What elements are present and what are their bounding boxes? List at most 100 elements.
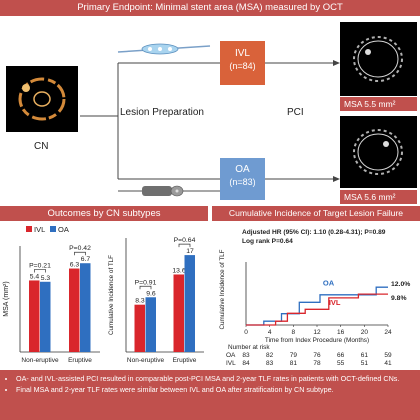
bar-value-label: 6.7 (81, 256, 91, 263)
pci-label: PCI (287, 107, 304, 118)
oa-box-name: OA (235, 164, 250, 175)
oa-box-n: (n=83) (229, 177, 256, 187)
risk-cell: 78 (313, 360, 321, 367)
oa-msa-label: MSA 5.6 mm² (340, 190, 417, 204)
oa-group-box: OA (n=83) (220, 158, 265, 200)
risk-table-title: Number at risk (228, 344, 270, 351)
ivl-box-n: (n=84) (229, 61, 256, 71)
legend-swatch-oa (50, 226, 56, 232)
risk-cell: 82 (266, 352, 274, 359)
bar-value-label: 6.3 (70, 262, 80, 269)
x-axis-label: Time from Index Procedure (Months) (265, 337, 369, 344)
cn-label: CN (34, 141, 49, 152)
ivl-group-box: IVL (n=84) (220, 41, 265, 85)
category-label: Non-eruptive (21, 357, 59, 364)
ivl-oct-image (340, 22, 417, 96)
legend-label-ivl: IVL (34, 225, 45, 234)
risk-cell: 55 (337, 360, 345, 367)
pvalue-label: P=0.42 (69, 245, 91, 252)
risk-cell: 81 (290, 360, 298, 367)
risk-cell: 84 (242, 360, 250, 367)
bar-value-label: 9.6 (146, 290, 156, 297)
km-line-oa (246, 286, 388, 326)
category-label: Non-eruptive (127, 357, 165, 364)
y-axis-label: Cumulative Incidence of TLF (219, 249, 226, 329)
x-tick-label: 24 (384, 329, 392, 336)
bar-oa (145, 297, 156, 352)
bar-value-label: 5.4 (30, 273, 40, 280)
risk-row-label: OA (226, 352, 236, 359)
cn-oct-image (6, 66, 78, 132)
ivl-oct-ring (353, 36, 403, 82)
category-label: Eruptive (68, 357, 92, 364)
y-axis-label: Cumulative Incidence of TLF (108, 255, 115, 335)
tlf-km-chart: Adjusted HR (95% CI): 1.10 (0.28-4.31); … (219, 229, 410, 367)
pvalue-bracket (74, 251, 86, 256)
legend-label-oa: OA (58, 225, 69, 234)
msa-bar-chart: MSA (mm²) Non-eruptive 5.4 5.3 P=0.21 Eruptiv… (3, 225, 100, 364)
risk-cell: 83 (266, 360, 274, 367)
bar-oa (80, 263, 91, 352)
pvalue-bracket (34, 269, 46, 273)
risk-row-label: IVL (226, 360, 236, 367)
conclusions-panel: OA- and IVL-assisted PCI resulted in com… (0, 370, 420, 420)
conclusion-2: Final MSA and 2-year TLF rates were simi… (16, 385, 410, 394)
oct-ring-graphic (18, 77, 66, 121)
tlf-bar-chart: Cumulative Incidence of TLF Non-eruptive 8… (108, 237, 204, 364)
x-tick-label: 8 (292, 329, 296, 336)
arrow-oa-head (333, 176, 340, 182)
logrank-annotation: Log rank P=0.64 (242, 238, 293, 245)
left-section-banner: Outcomes by CN subtypes (0, 206, 208, 221)
pvalue-label: P=0.64 (174, 237, 196, 244)
oa-oct-ring (353, 129, 403, 175)
header-banner: Primary Endpoint: Minimal stent area (MS… (0, 0, 420, 16)
arrow-ivl-head (333, 60, 340, 66)
conclusion-1: OA- and IVL-assisted PCI resulted in com… (16, 374, 410, 383)
flow-diagram (80, 43, 340, 197)
right-section-banner: Cumulative Incidence of Target Lesion Fa… (212, 206, 420, 221)
bar-ivl (134, 304, 145, 352)
lesion-prep-label: Lesion Preparation (120, 107, 204, 118)
x-tick-label: 12 (313, 329, 321, 336)
km-series-label-oa: OA (323, 278, 335, 287)
x-tick-label: 0 (244, 329, 248, 336)
pvalue-label: P=0.91 (135, 279, 157, 286)
ivl-box-name: IVL (234, 48, 250, 59)
category-label: Eruptive (173, 357, 197, 364)
risk-cell: 76 (313, 352, 321, 359)
km-line-ivl (246, 293, 388, 326)
bar-ivl (173, 274, 184, 352)
left-section-title: Outcomes by CN subtypes (47, 208, 161, 219)
risk-cell: 59 (384, 352, 392, 359)
legend-swatch-ivl (26, 226, 32, 232)
bar-oa (184, 255, 195, 352)
km-end-label-oa: 12.0% (391, 281, 410, 288)
km-end-label-ivl: 9.8% (391, 295, 407, 302)
risk-cell: 83 (242, 352, 250, 359)
oa-oct-image (340, 116, 417, 188)
risk-cell: 79 (290, 352, 298, 359)
header-title: Primary Endpoint: Minimal stent area (MS… (77, 2, 343, 13)
oa-device-icon (118, 185, 220, 197)
risk-cell: 41 (384, 360, 392, 367)
km-series-label-ivl: IVL (329, 298, 341, 307)
pvalue-bracket (178, 243, 191, 248)
risk-cell: 66 (337, 352, 345, 359)
risk-cell: 51 (361, 360, 369, 367)
ivl-msa-label: MSA 5.5 mm² (340, 97, 417, 111)
risk-cell: 61 (361, 352, 369, 359)
bar-value-label: 5.3 (41, 275, 51, 282)
right-section-title: Cumulative Incidence of Target Lesion Fa… (228, 208, 404, 218)
bar-ivl (69, 268, 80, 352)
bar-oa (40, 281, 51, 352)
x-tick-label: 16 (337, 329, 345, 336)
hr-annotation: Adjusted HR (95% CI): 1.10 (0.28-4.31); … (242, 229, 386, 236)
pvalue-bracket (139, 285, 152, 290)
ivl-device-icon (117, 43, 211, 55)
bar-ivl (29, 280, 40, 352)
y-axis-label: MSA (mm²) (3, 281, 10, 316)
x-tick-label: 4 (268, 329, 272, 336)
x-tick-label: 20 (361, 329, 369, 336)
bar-value-label: 8.3 (135, 298, 145, 305)
